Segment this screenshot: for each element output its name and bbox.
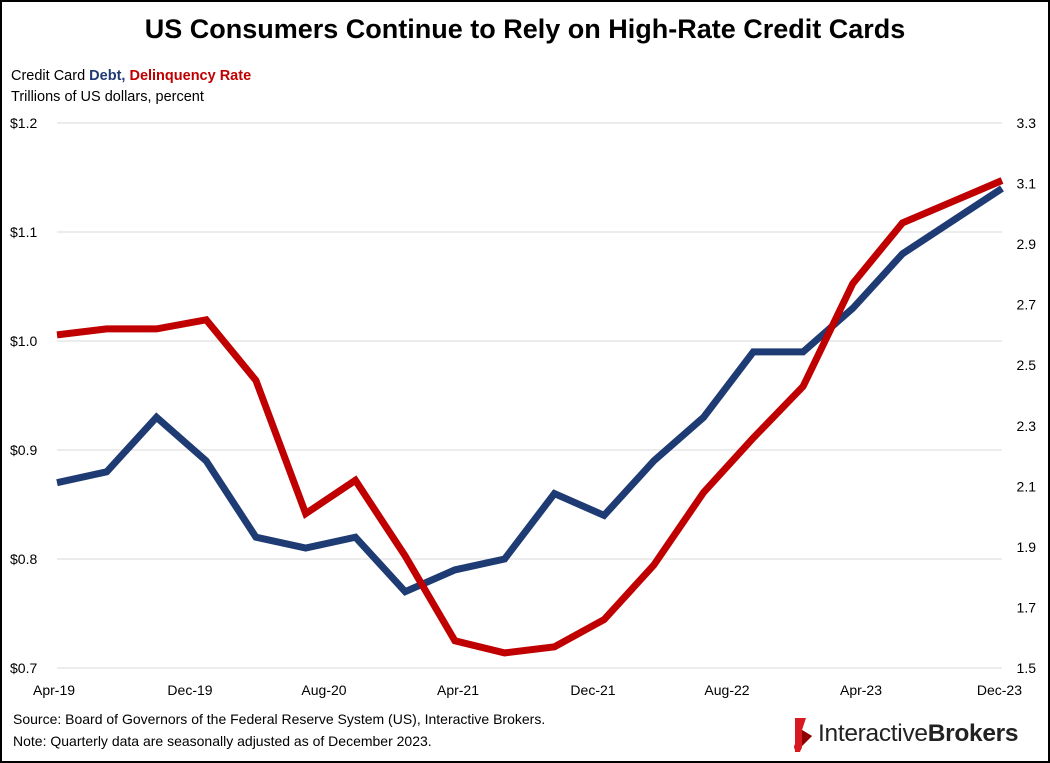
units-label: Trillions of US dollars, percent bbox=[11, 89, 204, 105]
y-right-tick-label: 1.9 bbox=[1017, 539, 1037, 555]
y-axis-right: 1.5 1.7 1.9 2.1 2.3 2.5 2.7 2.9 3.1 3.3 bbox=[1017, 115, 1037, 676]
y-left-tick-label: $1.0 bbox=[10, 333, 37, 349]
y-right-tick-label: 1.5 bbox=[1017, 660, 1037, 676]
interactive-brokers-logo: InteractiveBrokers bbox=[792, 714, 1042, 754]
logo-brand-bold: Brokers bbox=[927, 720, 1019, 747]
y-right-tick-label: 2.3 bbox=[1017, 418, 1037, 434]
logo-brand: Interactive bbox=[818, 720, 928, 747]
y-right-tick-label: 1.7 bbox=[1017, 599, 1037, 615]
series-lines bbox=[56, 177, 1004, 657]
legend-prefix: Credit Card bbox=[11, 68, 90, 84]
y-right-tick-label: 3.3 bbox=[1017, 115, 1037, 131]
x-tick-label: Dec-19 bbox=[167, 682, 212, 698]
y-right-tick-label: 2.1 bbox=[1017, 478, 1037, 494]
y-left-tick-label: $0.8 bbox=[10, 551, 37, 567]
data-note: Note: Quarterly data are seasonally adju… bbox=[13, 733, 432, 749]
legend-delinquency: Delinquency Rate bbox=[129, 68, 252, 84]
x-tick-label: Apr-19 bbox=[33, 682, 75, 698]
y-axis-left: $0.7 $0.8 $0.9 $1.0 $1.1 $1.2 bbox=[10, 115, 37, 676]
y-left-tick-label: $1.1 bbox=[10, 224, 37, 240]
x-axis: Apr-19 Dec-19 Aug-20 Apr-21 Dec-21 Aug-22 Apr-… bbox=[33, 682, 1022, 698]
source-note: Source: Board of Governors of the Federa… bbox=[13, 711, 546, 727]
legend-debt: Debt bbox=[89, 68, 122, 84]
debt-series-line bbox=[56, 185, 1004, 596]
x-tick-label: Aug-22 bbox=[704, 682, 749, 698]
series-legend-line: Credit Card Debt, Delinquency Rate bbox=[11, 66, 251, 87]
y-right-tick-label: 2.9 bbox=[1017, 236, 1037, 252]
x-tick-label: Apr-21 bbox=[437, 682, 479, 698]
chart-title: US Consumers Continue to Rely on High-Ra… bbox=[144, 14, 906, 44]
delinquency-series-line bbox=[56, 177, 1004, 657]
x-tick-label: Dec-23 bbox=[977, 682, 1022, 698]
y-left-tick-label: $0.7 bbox=[10, 660, 37, 676]
logo-mark-icon bbox=[794, 718, 812, 752]
y-right-tick-label: 3.1 bbox=[1017, 176, 1037, 192]
legend-comma: , bbox=[121, 68, 126, 84]
chart-subtitle: Credit Card Debt, Delinquency Rate Trill… bbox=[11, 66, 251, 108]
gridlines bbox=[57, 122, 1002, 669]
x-tick-label: Dec-21 bbox=[570, 682, 615, 698]
logo-wordmark: InteractiveBrokers bbox=[818, 720, 1019, 748]
y-left-tick-label: $1.2 bbox=[10, 115, 37, 131]
y-left-tick-label: $0.9 bbox=[10, 442, 37, 458]
x-tick-label: Apr-23 bbox=[840, 682, 882, 698]
x-tick-label: Aug-20 bbox=[301, 682, 346, 698]
y-right-tick-label: 2.5 bbox=[1017, 357, 1037, 373]
y-right-tick-label: 2.7 bbox=[1017, 297, 1037, 313]
